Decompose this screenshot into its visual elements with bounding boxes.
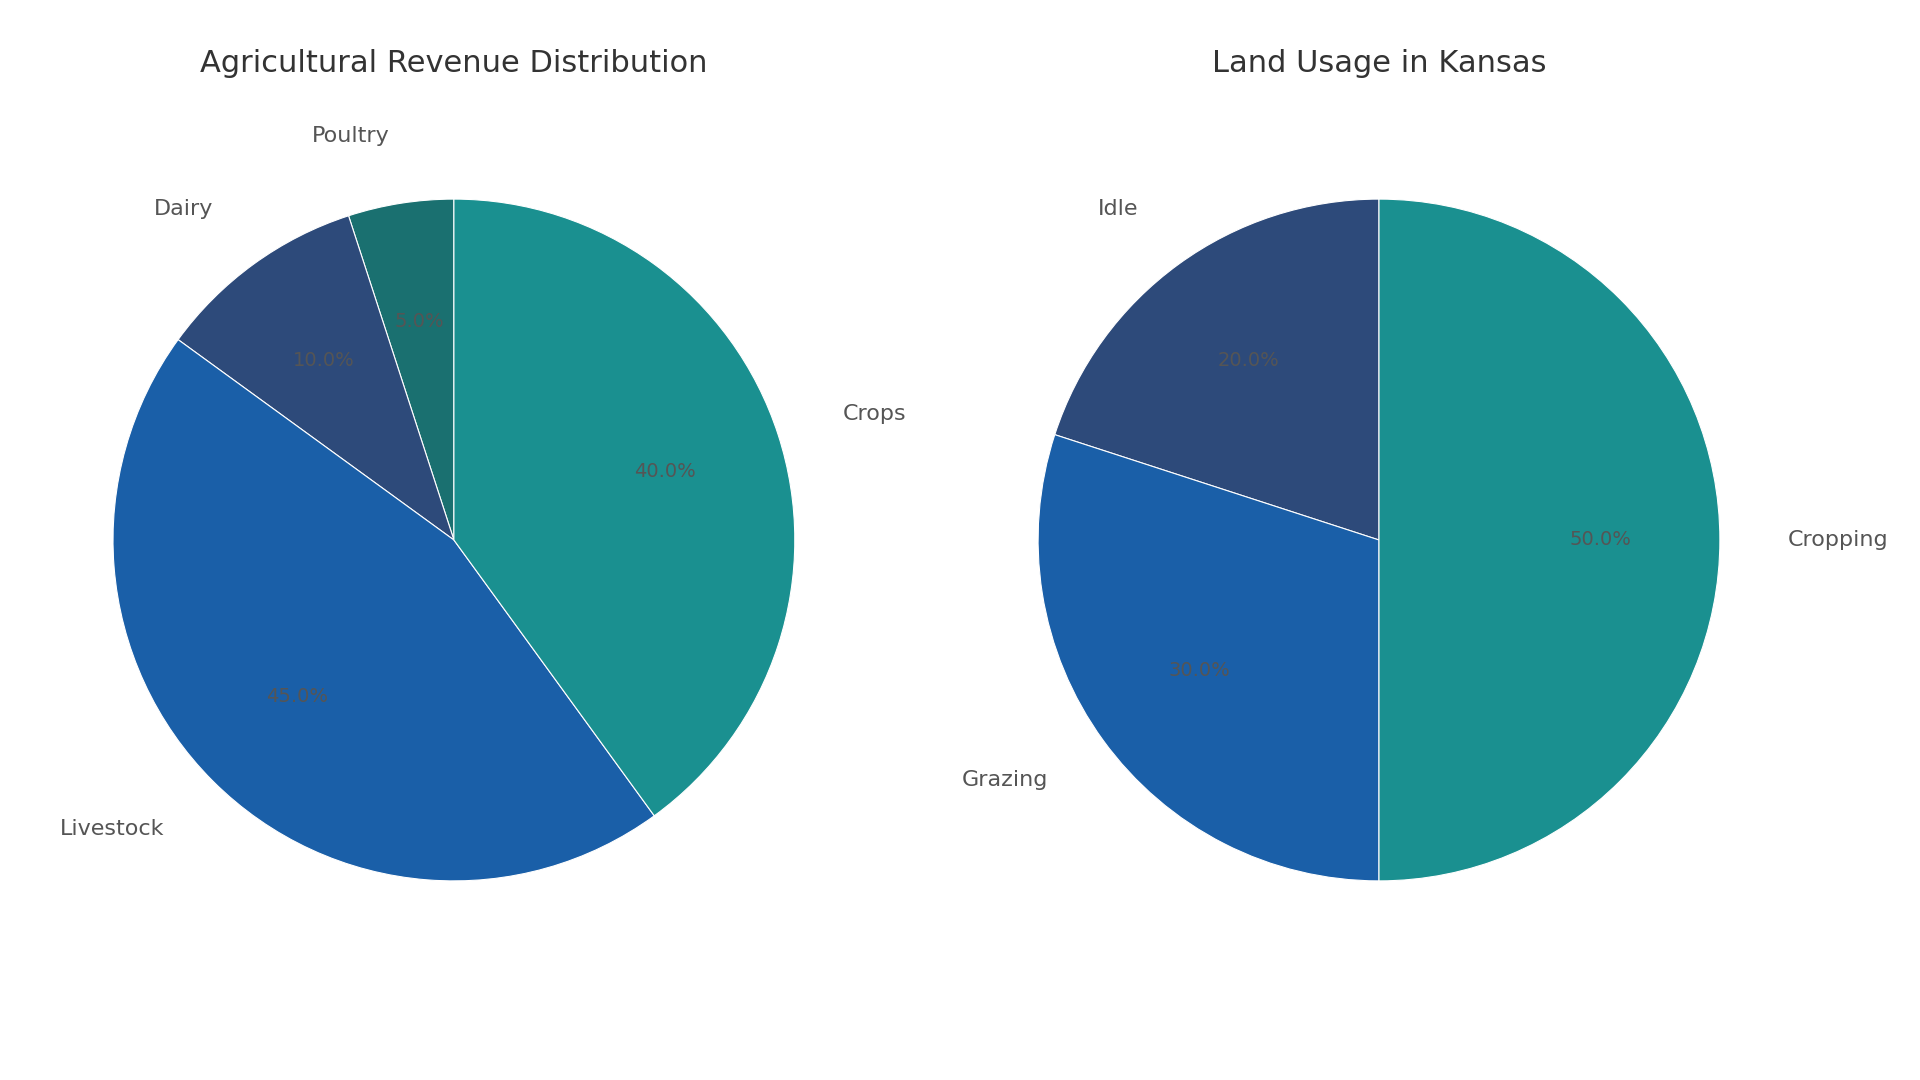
Wedge shape	[453, 199, 795, 815]
Text: 20.0%: 20.0%	[1217, 351, 1279, 370]
Text: 30.0%: 30.0%	[1169, 661, 1231, 679]
Wedge shape	[1039, 434, 1379, 881]
Wedge shape	[1379, 199, 1720, 881]
Wedge shape	[179, 216, 453, 540]
Title: Agricultural Revenue Distribution: Agricultural Revenue Distribution	[200, 50, 708, 78]
Text: 45.0%: 45.0%	[267, 687, 328, 706]
Text: Grazing: Grazing	[962, 770, 1048, 791]
Text: 10.0%: 10.0%	[292, 351, 355, 370]
Wedge shape	[113, 339, 655, 881]
Text: Idle: Idle	[1098, 199, 1139, 219]
Text: Cropping: Cropping	[1788, 530, 1889, 550]
Text: Crops: Crops	[843, 404, 906, 423]
Title: Land Usage in Kansas: Land Usage in Kansas	[1212, 50, 1546, 78]
Text: Dairy: Dairy	[154, 199, 213, 219]
Wedge shape	[349, 199, 453, 540]
Text: 40.0%: 40.0%	[634, 462, 695, 481]
Text: 5.0%: 5.0%	[394, 312, 444, 330]
Text: Livestock: Livestock	[60, 820, 165, 839]
Text: Poultry: Poultry	[313, 126, 390, 146]
Text: 50.0%: 50.0%	[1571, 530, 1632, 550]
Wedge shape	[1054, 199, 1379, 540]
